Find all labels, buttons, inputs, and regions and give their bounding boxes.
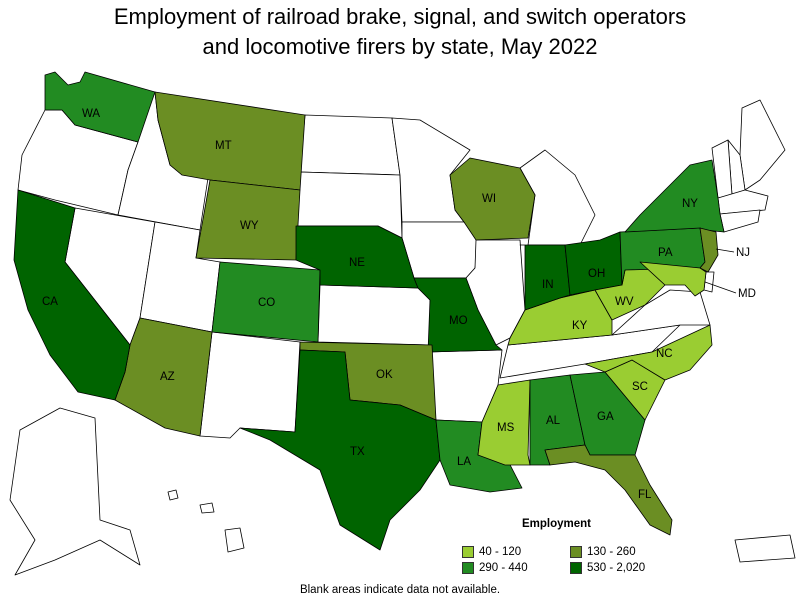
state-AK (9, 407, 141, 576)
legend-label-3: 290 - 440 (479, 562, 528, 574)
nj-leader-line (715, 248, 735, 253)
state-labels: WA MT WY CO AZ CA NE MO OK TX LA MS AL G… (42, 108, 756, 501)
state-NY (624, 159, 725, 233)
label-SC: SC (632, 381, 648, 393)
label-AZ: AZ (160, 371, 175, 383)
legend-item-2: 130 - 260 (570, 546, 636, 558)
label-WY: WY (240, 220, 259, 232)
legend-item-3: 290 - 440 (462, 562, 528, 574)
state-NC (584, 324, 713, 381)
label-MS: MS (497, 422, 515, 434)
state-MD (639, 261, 707, 297)
label-WI: WI (482, 193, 496, 205)
label-AL: AL (546, 415, 561, 427)
label-OK: OK (376, 369, 393, 381)
label-NE: NE (349, 257, 365, 269)
state-NJ (699, 227, 719, 273)
state-WI (449, 157, 536, 241)
legend-swatch-4 (570, 562, 582, 574)
label-MO: MO (449, 315, 468, 327)
label-TX: TX (350, 446, 365, 458)
state-MT (154, 91, 306, 191)
label-FL: FL (638, 489, 652, 501)
blank-states (9, 89, 796, 576)
label-PA: PA (658, 247, 673, 259)
label-MT: MT (215, 140, 232, 152)
legend-label-4: 530 - 2,020 (587, 562, 646, 574)
state-MO (413, 277, 503, 353)
state-NM (199, 331, 301, 439)
legend-label-1: 40 - 120 (479, 546, 522, 558)
legend-label-2: 130 - 260 (587, 546, 636, 558)
legend-item-1: 40 - 120 (462, 546, 521, 558)
state-FL (544, 444, 673, 536)
state-CT-RI (719, 209, 761, 233)
label-CO: CO (258, 297, 275, 309)
state-HI (167, 489, 245, 553)
label-WA: WA (82, 108, 100, 120)
legend-swatch-1 (462, 546, 474, 558)
title-line-1: Employment of railroad brake, signal, an… (113, 4, 687, 29)
label-KY: KY (572, 320, 588, 332)
state-TX (239, 349, 441, 551)
legend-swatch-3 (462, 562, 474, 574)
label-NY: NY (682, 198, 698, 210)
label-MD: MD (738, 288, 756, 300)
label-GA: GA (597, 411, 614, 423)
state-ND (299, 114, 401, 176)
label-NJ: NJ (736, 247, 750, 259)
label-LA: LA (457, 456, 471, 468)
territory-PR (734, 534, 796, 563)
map-title: Employment of railroad brake, signal, an… (0, 2, 800, 62)
label-IN: IN (542, 279, 554, 291)
title-line-2: and locomotive firers by state, May 2022 (202, 34, 598, 59)
label-OH: OH (588, 268, 605, 280)
state-ME (739, 99, 786, 191)
md-leader-line (704, 281, 737, 294)
state-CA (13, 189, 131, 401)
footnote: Blank areas indicate data not available. (299, 584, 501, 596)
legend-swatch-2 (570, 546, 582, 558)
state-CO (211, 261, 321, 343)
leader-lines (704, 248, 737, 294)
state-IA (401, 221, 481, 279)
legend-title: Employment (522, 518, 592, 530)
state-KS (317, 284, 433, 346)
label-NC: NC (656, 348, 673, 360)
label-WV: WV (615, 296, 634, 308)
legend-item-4: 530 - 2,020 (570, 562, 645, 574)
label-CA: CA (42, 296, 58, 308)
